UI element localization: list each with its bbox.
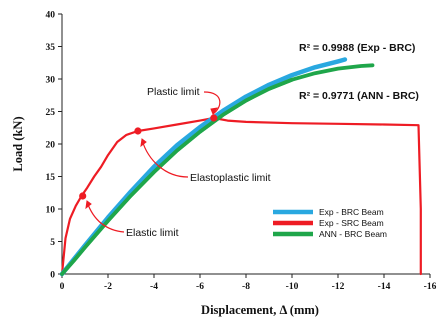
y-tick-label: 0	[50, 271, 55, 281]
y-tick-label: 5	[50, 238, 55, 248]
annotations: Plastic limit Elastoplastic limit Elastic …	[85, 42, 419, 239]
y-tick-label: 35	[46, 43, 56, 53]
y-tick-label: 15	[46, 173, 56, 183]
x-tick-label: -12	[332, 282, 345, 292]
x-tick-label: -10	[286, 282, 299, 292]
y-tick-label: 10	[46, 206, 56, 216]
x-tick-label: -2	[104, 282, 112, 292]
annotation-elastoplastic-limit: Elastoplastic limit	[190, 172, 271, 184]
annotation-arrow-plastic	[203, 91, 221, 115]
annotation-r2-ann-brc: R² = 0.9771 (ANN - BRC)	[299, 90, 419, 102]
limit-marker	[210, 114, 218, 122]
y-tick-label: 40	[46, 11, 56, 21]
x-tick-label: -8	[242, 282, 250, 292]
annotation-arrowhead-elastic	[85, 200, 92, 210]
legend-label: Exp - SRC Beam	[319, 218, 384, 228]
annotation-arrowhead-plastic	[210, 107, 219, 116]
annotation-arrowhead-elastoplastic	[140, 138, 147, 148]
x-tick-label: -4	[150, 282, 158, 292]
y-axis-title: Load (kN)	[11, 116, 25, 171]
legend-label: Exp - BRC Beam	[319, 207, 384, 217]
annotation-arrow-elastoplastic	[141, 139, 189, 178]
annotation-r2-exp-brc: R² = 0.9988 (Exp - BRC)	[299, 42, 415, 54]
x-tick-label: -14	[378, 282, 391, 292]
x-tick-label: 0	[60, 282, 65, 292]
series-line-exp-src-beam	[60, 116, 422, 276]
x-tick-label: -16	[424, 282, 437, 292]
annotation-elastic-limit: Elastic limit	[126, 227, 179, 239]
limit-marker	[134, 127, 142, 135]
x-axis-title: Displacement, Δ (mm)	[201, 303, 319, 317]
axes: 0 5 10 15 20 25 30 35 40 0 -2 -4 -6 -8 -10 -12 -14 -16 Dis…	[11, 11, 437, 318]
y-tick-label: 20	[46, 141, 56, 151]
y-tick-label: 25	[46, 108, 56, 118]
y-tick-label: 30	[46, 76, 56, 86]
annotation-plastic-limit: Plastic limit	[147, 86, 200, 98]
limit-markers	[79, 114, 218, 200]
series-line-ann-brc-beam-overlay	[60, 77, 294, 276]
limit-marker	[79, 192, 87, 200]
legend-label: ANN - BRC Beam	[319, 229, 387, 239]
x-tick-label: -6	[196, 282, 204, 292]
